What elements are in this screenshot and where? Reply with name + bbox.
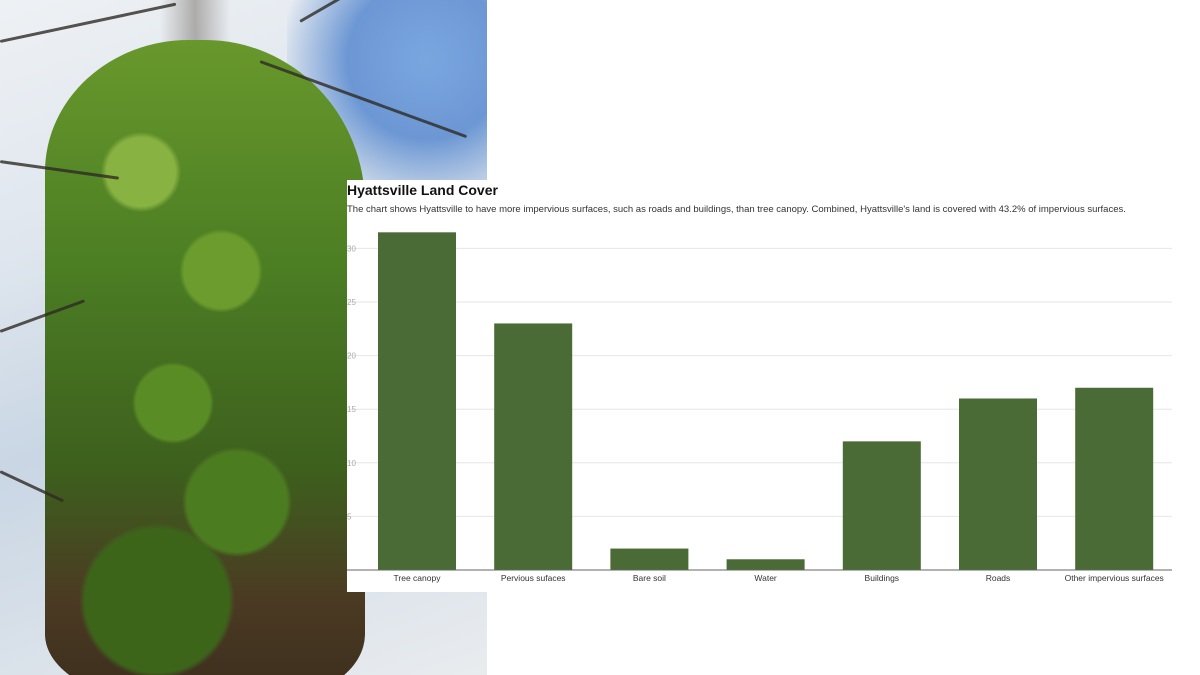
- chart-title: Hyattsville Land Cover: [347, 182, 498, 198]
- x-category-label: Water: [754, 573, 777, 583]
- bar[interactable]: [959, 398, 1037, 570]
- bar[interactable]: [610, 548, 689, 570]
- bar[interactable]: [1075, 387, 1154, 570]
- x-category-label: Tree canopy: [394, 573, 442, 583]
- y-tick-label: 30: [347, 244, 356, 253]
- chart-panel: Hyattsville Land Cover The chart shows H…: [347, 180, 1175, 592]
- ivy-foliage: [45, 40, 365, 675]
- x-category-label: Bare soil: [633, 573, 666, 583]
- x-category-label: Other impervious surfaces: [1065, 573, 1164, 583]
- chart-subtitle: The chart shows Hyattsville to have more…: [347, 204, 1126, 215]
- y-tick-label: 10: [347, 459, 356, 468]
- bar[interactable]: [494, 323, 573, 570]
- bar[interactable]: [378, 232, 456, 570]
- x-category-label: Pervious sufaces: [501, 573, 566, 583]
- bar-chart: 5 10 15 20 25 30 Tree canopy Pervious sufaces Ba…: [347, 232, 1172, 583]
- y-tick-label: 15: [347, 405, 356, 414]
- x-category-label: Buildings: [865, 573, 900, 583]
- y-tick-label: 20: [347, 352, 356, 361]
- y-tick-label: 5: [347, 512, 352, 521]
- x-category-label: Roads: [986, 573, 1011, 583]
- branch: [0, 2, 177, 43]
- bar[interactable]: [842, 441, 921, 570]
- y-tick-label: 25: [347, 298, 356, 307]
- bar[interactable]: [726, 559, 805, 570]
